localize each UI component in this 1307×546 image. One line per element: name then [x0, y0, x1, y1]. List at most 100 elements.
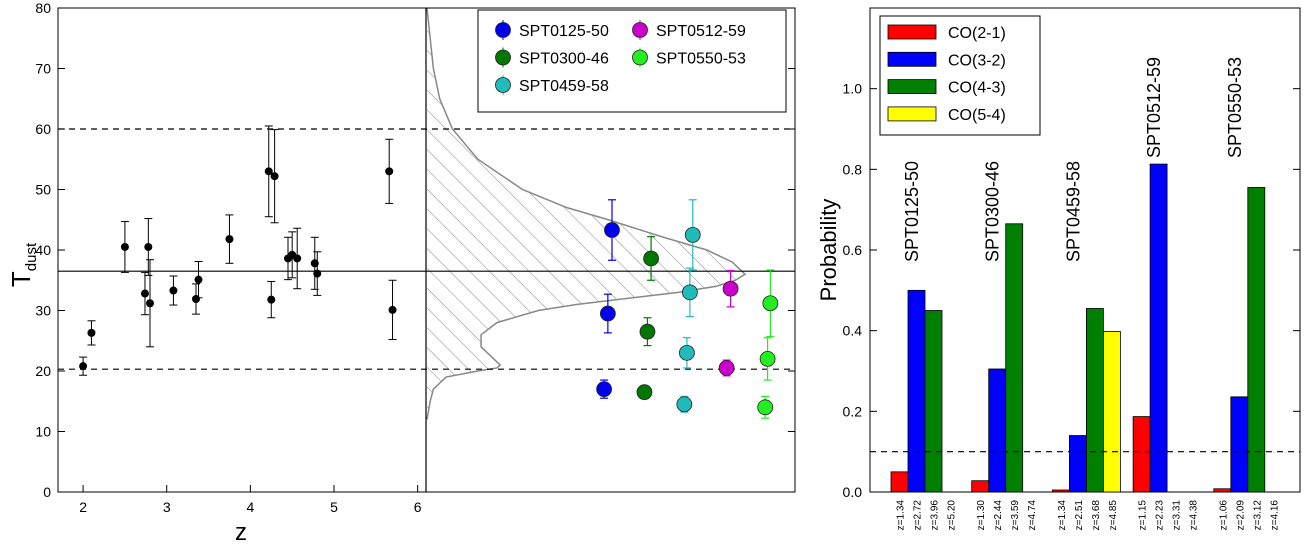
bar	[988, 368, 1007, 493]
data-point	[87, 328, 96, 337]
bar	[971, 480, 990, 493]
legend-marker	[495, 77, 511, 93]
bar	[1230, 396, 1249, 493]
data-point	[636, 384, 653, 401]
x-tick-label: z=1.34	[1057, 500, 1068, 531]
legend-box	[477, 9, 787, 113]
bar	[924, 310, 943, 493]
x-tick-label: 5	[330, 499, 338, 515]
bar	[1132, 416, 1151, 493]
legend-swatch	[887, 79, 937, 94]
data-point	[643, 250, 659, 267]
data-point	[682, 284, 698, 301]
group-label: SPT0512-59	[1144, 57, 1164, 158]
y-tick-label: 0.6	[843, 242, 863, 258]
y-tick-label: 10	[35, 424, 51, 440]
y-tick-label: 0.0	[843, 484, 863, 500]
data-point	[192, 295, 200, 304]
bar	[890, 471, 909, 493]
data-point	[676, 396, 693, 413]
data-point	[270, 172, 279, 181]
data-point	[140, 289, 149, 298]
bar	[1069, 435, 1087, 493]
data-point	[596, 381, 612, 398]
bar	[907, 289, 926, 493]
legend-label: CO(3-2)	[948, 52, 1006, 69]
legend-label: CO(2-1)	[948, 25, 1006, 42]
bar	[1103, 331, 1121, 493]
data-point	[313, 269, 322, 278]
data-point	[144, 242, 153, 251]
group-label: SPT0459-58	[1063, 161, 1083, 262]
x-tick-label: 4	[246, 499, 254, 515]
data-point	[722, 280, 739, 297]
legend-label: SPT0512-59	[656, 23, 746, 40]
data-point	[684, 226, 701, 243]
y-tick-label: 70	[35, 61, 51, 77]
data-point	[604, 222, 620, 238]
x-tick-label: z=1.06	[1218, 500, 1229, 531]
x-tick-label: 2	[79, 499, 87, 515]
x-tick-label: z=3.96	[930, 500, 941, 531]
x-tick-label: z=3.68	[1091, 500, 1102, 531]
group-label: SPT0125-50	[902, 161, 922, 262]
x-tick-label: z=1.15	[1138, 500, 1149, 531]
x-tick-label: z=2.44	[993, 500, 1004, 531]
data-point	[639, 323, 656, 340]
group-label: SPT0300-46	[983, 161, 1003, 262]
x-tick-label: 6	[414, 499, 422, 515]
bar	[1213, 488, 1232, 493]
data-point	[718, 360, 735, 376]
distribution-curve	[426, 7, 747, 420]
x-tick-label: z=3.12	[1252, 500, 1263, 531]
bar	[1052, 489, 1070, 493]
y-tick-label: 40	[35, 242, 51, 258]
legend-swatch	[887, 24, 937, 40]
data-point	[264, 167, 273, 176]
legend-swatch	[887, 106, 937, 122]
data-point	[293, 254, 302, 263]
legend-label: CO(4-3)	[948, 80, 1006, 97]
y-tick-label: 0.4	[843, 323, 863, 339]
y-tick-label: 20	[35, 363, 51, 379]
data-point	[385, 167, 394, 176]
y-tick-label: 30	[35, 303, 51, 319]
legend-label: SPT0125-50	[519, 23, 609, 40]
data-point	[310, 259, 319, 268]
y-tick-label: 0	[43, 484, 51, 500]
y-tick-label: 0.2	[843, 403, 863, 419]
data-point	[762, 295, 779, 312]
legend-swatch	[887, 51, 937, 67]
x-tick-label: z=1.30	[976, 500, 987, 531]
legend-marker	[632, 22, 648, 38]
x-axis-label: z	[235, 519, 247, 546]
legend-marker	[495, 49, 511, 66]
x-tick-label: z=2.72	[913, 500, 924, 531]
group-label: SPT0550-53	[1225, 57, 1245, 158]
bar	[1149, 163, 1168, 493]
x-tick-label: 3	[163, 499, 171, 515]
legend-marker	[495, 22, 511, 38]
x-tick-label: z=4.38	[1189, 500, 1200, 531]
y-axis-label-sub: dust	[23, 242, 40, 271]
x-tick-label: z=2.23	[1155, 500, 1166, 531]
data-point	[169, 286, 178, 295]
bar	[1005, 223, 1024, 493]
y-axis-label-main: T	[6, 271, 36, 287]
data-point	[757, 399, 774, 416]
bar	[1086, 308, 1104, 493]
bar	[1247, 187, 1266, 493]
data-point	[267, 295, 276, 304]
x-tick-label: z=4.16	[1269, 500, 1280, 531]
legend-label: CO(5-4)	[948, 107, 1006, 124]
data-point	[194, 275, 203, 284]
data-point	[599, 305, 616, 322]
data-point	[679, 344, 695, 361]
x-tick-label: z=3.59	[1010, 500, 1021, 531]
data-point	[225, 235, 234, 244]
x-tick-label: z=5.20	[947, 500, 958, 531]
x-tick-label: z=2.09	[1235, 500, 1246, 531]
y-tick-label: 1.0	[843, 81, 863, 97]
x-tick-label: z=2.51	[1074, 500, 1085, 531]
